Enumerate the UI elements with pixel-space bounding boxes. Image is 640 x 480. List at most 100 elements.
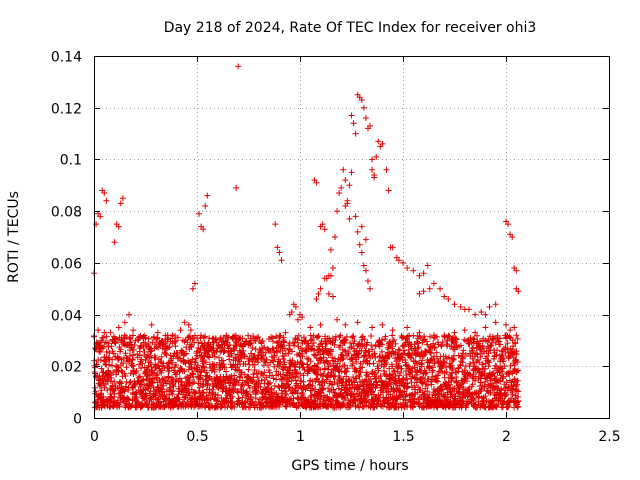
data-point (460, 390, 467, 397)
data-point (503, 321, 509, 328)
data-point (106, 361, 113, 368)
data-point (364, 277, 371, 284)
y-tick-label: 0.14 (51, 50, 82, 66)
data-point (330, 386, 337, 393)
data-point (170, 387, 177, 394)
data-point (504, 404, 511, 411)
data-point (403, 371, 410, 378)
data-point (459, 350, 466, 357)
data-point (407, 353, 414, 360)
data-point (513, 332, 520, 339)
data-point (231, 346, 238, 353)
data-point (428, 349, 435, 356)
data-point (313, 375, 320, 382)
data-point (202, 333, 209, 340)
data-point (340, 400, 347, 407)
data-point (281, 338, 288, 345)
data-point (115, 223, 122, 230)
data-point (228, 375, 235, 382)
x-tick-label: 0.5 (186, 429, 208, 445)
data-point (271, 352, 278, 359)
data-point (356, 241, 363, 248)
data-point (327, 347, 334, 354)
data-point (93, 221, 100, 228)
data-point (505, 403, 512, 410)
data-point (200, 381, 207, 388)
data-point (107, 378, 114, 385)
data-point (334, 208, 341, 215)
data-point (304, 370, 311, 377)
data-point (500, 399, 507, 406)
data-point (106, 404, 113, 411)
data-point (101, 190, 108, 197)
data-point (375, 138, 382, 145)
data-point (444, 337, 451, 344)
data-point (220, 357, 227, 364)
data-point (448, 343, 455, 350)
data-point (248, 393, 255, 400)
data-point (443, 369, 450, 376)
data-point (350, 340, 357, 347)
data-point (103, 348, 110, 355)
data-point (400, 347, 407, 354)
data-point (352, 213, 359, 220)
data-point (486, 359, 493, 366)
data-point (121, 319, 128, 326)
data-point (422, 370, 429, 377)
data-point (97, 342, 104, 349)
data-point (100, 393, 107, 400)
data-point (158, 353, 165, 360)
data-point (389, 327, 396, 334)
data-point (307, 346, 314, 353)
data-point (211, 368, 218, 375)
data-point (485, 350, 492, 357)
data-point (92, 388, 99, 395)
data-point (128, 341, 135, 348)
data-point (481, 383, 488, 390)
data-point (445, 354, 452, 361)
data-point (317, 321, 324, 328)
data-point (404, 324, 411, 331)
data-point (300, 372, 307, 379)
data-point (352, 130, 359, 137)
data-point (223, 368, 230, 375)
data-point (160, 360, 167, 367)
data-point (239, 335, 246, 342)
data-point (363, 399, 370, 406)
data-point (228, 399, 235, 406)
data-point (370, 360, 377, 367)
data-point (479, 361, 486, 368)
data-point (212, 337, 219, 344)
data-point (236, 358, 243, 365)
data-point (500, 355, 507, 362)
data-point (473, 350, 479, 357)
data-point (226, 341, 233, 348)
data-point (206, 354, 213, 361)
data-point (314, 371, 321, 378)
data-point (114, 364, 121, 371)
y-tick-label: 0.02 (51, 360, 82, 376)
data-point (455, 352, 462, 359)
data-point (327, 246, 334, 253)
data-point (189, 285, 196, 292)
data-point (272, 221, 279, 228)
data-point (332, 336, 339, 343)
data-point (204, 380, 211, 387)
data-point (154, 362, 161, 369)
data-point (200, 364, 207, 371)
data-point (291, 366, 298, 373)
data-point (166, 395, 173, 402)
data-point (106, 370, 113, 377)
data-point (216, 354, 223, 361)
data-point (176, 396, 183, 403)
data-point (101, 329, 108, 336)
data-point (445, 378, 452, 385)
data-point (469, 381, 476, 388)
data-point (484, 338, 491, 345)
data-point (148, 347, 155, 354)
data-point (375, 367, 382, 374)
data-point (320, 370, 327, 377)
data-point (352, 393, 359, 400)
data-point (291, 342, 298, 349)
data-point (245, 382, 252, 389)
